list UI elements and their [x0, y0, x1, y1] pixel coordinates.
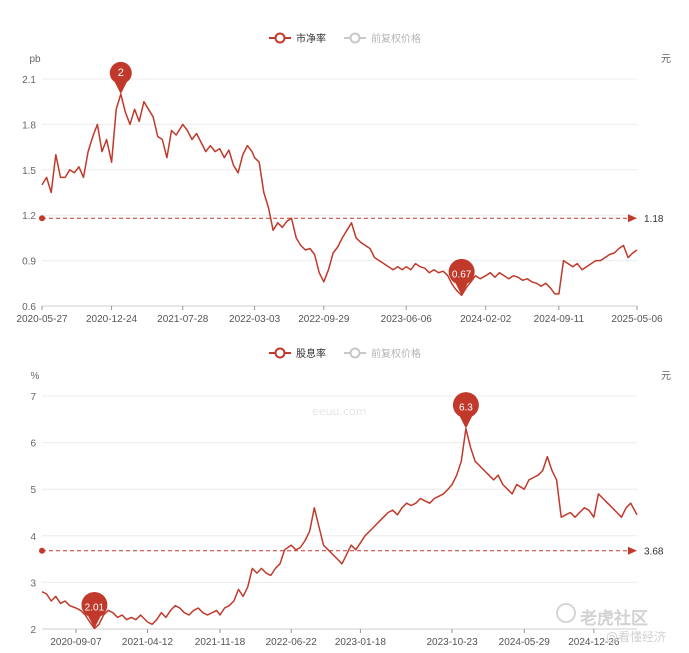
- chart2-x-tick-6: 2024-05-29: [499, 637, 551, 648]
- chart1-y-tick-0: 0.6: [22, 302, 36, 313]
- chart2-marker-label-2: 6.3: [459, 403, 473, 414]
- chart1-x-tick-0: 2020-05-27: [16, 314, 68, 325]
- chart2-x-tick-4: 2023-01-18: [335, 637, 387, 648]
- chart2-marker-pin-1: [81, 592, 108, 629]
- chart2-ref-line-label: 3.68: [644, 547, 664, 558]
- chart2-x-tick-2: 2021-11-18: [195, 637, 246, 648]
- chart1-unit-right: 元: [661, 54, 671, 65]
- chart1-y-tick-1: 0.9: [22, 257, 36, 268]
- chart2-legend-dot-2: [349, 347, 361, 359]
- tiger-logo-icon: [556, 603, 576, 623]
- chart1-ref-line-label: 1.18: [644, 214, 664, 225]
- watermark-handle: @看懂经济: [606, 630, 667, 644]
- watermark-faint: eeuu.com: [312, 405, 367, 418]
- chart1-y-tick-5: 2.1: [22, 75, 36, 86]
- chart2-unit-left: %: [31, 371, 40, 382]
- chart2-legend-label-1: 股息率: [296, 347, 326, 360]
- chart2-y-tick-5: 7: [30, 392, 36, 403]
- chart2-y-tick-3: 5: [30, 485, 36, 496]
- chart1-x-tick-8: 2025-05-06: [611, 314, 663, 325]
- chart1-marker-label-1: 2: [118, 67, 124, 79]
- chart2-legend-label-2: 前复权价格: [371, 347, 421, 360]
- watermark-brand: 老虎社区: [580, 609, 648, 629]
- chart1-legend-dot-2: [349, 32, 361, 44]
- chart2-x-tick-3: 2022-06-22: [266, 637, 318, 648]
- chart2-x-tick-1: 2021-04-12: [122, 637, 174, 648]
- chart1-legend-label-1: 市净率: [296, 32, 326, 45]
- chart1-y-tick-2: 1.2: [22, 211, 36, 222]
- chart2-x-tick-0: 2020-09-07: [50, 637, 102, 648]
- chart2-series-line: [41, 427, 638, 630]
- chart2-y-tick-1: 3: [30, 578, 36, 589]
- chart2-ref-line-arrow: [628, 546, 637, 555]
- chart2-y-tick-2: 4: [30, 532, 36, 543]
- chart1-x-tick-3: 2022-03-03: [229, 314, 281, 325]
- chart1-unit-left: pb: [29, 54, 41, 65]
- chart2-x-tick-5: 2023-10-23: [426, 637, 478, 648]
- chart1-x-tick-1: 2020-12-24: [86, 314, 138, 325]
- chart1-x-tick-6: 2024-02-02: [460, 314, 512, 325]
- chart2-marker-pin-2: [452, 392, 479, 429]
- chart2-x-tick-7: 2024-12-26: [568, 637, 620, 648]
- chart1-y-tick-4: 1.8: [22, 120, 36, 131]
- chart1-x-tick-5: 2023-06-06: [381, 314, 433, 325]
- chart2-y-tick-4: 6: [30, 439, 36, 450]
- chart2-y-tick-0: 2: [30, 625, 36, 636]
- chart1-series-line: [41, 93, 638, 297]
- chart1-x-tick-4: 2022-09-29: [298, 314, 350, 325]
- chart2-legend-dot-1: [274, 347, 286, 359]
- chart1-legend-label-2: 前复权价格: [371, 32, 421, 45]
- chart1-marker-pin-1: [109, 61, 132, 95]
- chart2-marker-label-1: 2.01: [85, 603, 105, 614]
- chart1-ref-line-arrow: [628, 214, 637, 223]
- chart1-y-tick-3: 1.5: [22, 166, 36, 177]
- chart1-marker-pin-2: [448, 258, 475, 296]
- chart1-marker-label-2: 0.67: [452, 269, 472, 280]
- chart1-legend-dot-1: [274, 32, 286, 44]
- chart1-x-tick-2: 2021-07-28: [157, 314, 209, 325]
- chart2-unit-right: 元: [661, 371, 671, 382]
- chart1-x-tick-7: 2024-09-11: [534, 314, 585, 325]
